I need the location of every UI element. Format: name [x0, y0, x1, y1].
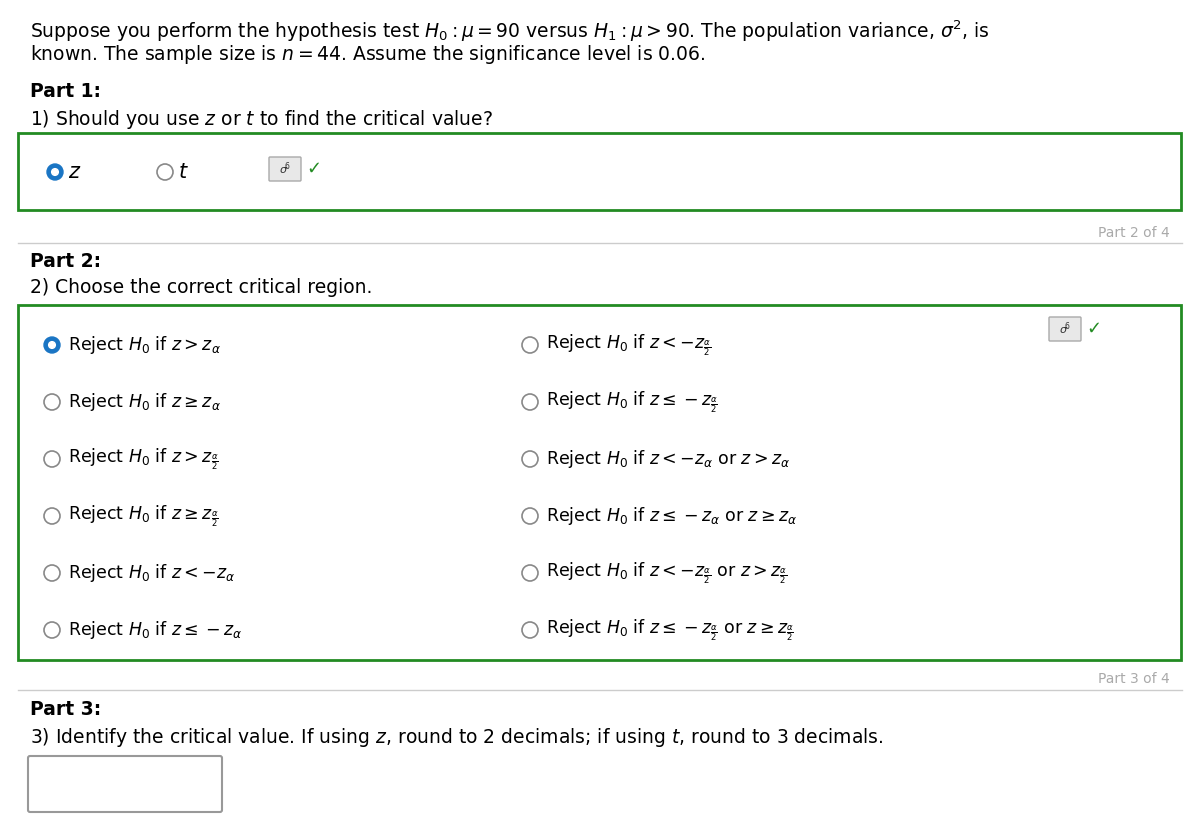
Text: $\sigma^{\!\!6}$: $\sigma^{\!\!6}$ [280, 160, 290, 177]
Text: Reject $H_0$ if $z < -z_\alpha$ or $z > z_\alpha$: Reject $H_0$ if $z < -z_\alpha$ or $z > … [546, 448, 791, 470]
Text: Reject $H_0$ if $z < -z_{\frac{\alpha}{2}}$: Reject $H_0$ if $z < -z_{\frac{\alpha}{2… [546, 332, 712, 358]
Text: Part 2:: Part 2: [30, 252, 101, 271]
Text: $t$: $t$ [178, 162, 188, 182]
Text: Reject $H_0$ if $z \leq -z_{\frac{\alpha}{2}}$: Reject $H_0$ if $z \leq -z_{\frac{\alpha… [546, 389, 718, 415]
Text: ✓: ✓ [306, 160, 322, 178]
FancyBboxPatch shape [1049, 317, 1081, 341]
Circle shape [44, 337, 60, 353]
FancyBboxPatch shape [28, 756, 222, 812]
Text: Reject $H_0$ if $z \leq -z_{\frac{\alpha}{2}}$ or $z \geq z_{\frac{\alpha}{2}}$: Reject $H_0$ if $z \leq -z_{\frac{\alpha… [546, 617, 794, 643]
Text: Part 2 of 4: Part 2 of 4 [1098, 226, 1170, 240]
Text: Suppose you perform the hypothesis test $H_0: \mu = 90$ versus $H_1: \mu > 90$. : Suppose you perform the hypothesis test … [30, 18, 990, 43]
Text: Reject $H_0$ if $z > z_\alpha$: Reject $H_0$ if $z > z_\alpha$ [68, 334, 221, 356]
Text: Reject $H_0$ if $z \geq z_\alpha$: Reject $H_0$ if $z \geq z_\alpha$ [68, 391, 221, 413]
Text: Reject $H_0$ if $z \geq z_{\frac{\alpha}{2}}$: Reject $H_0$ if $z \geq z_{\frac{\alpha}… [68, 503, 218, 529]
Text: known. The sample size is $n = 44$. Assume the significance level is $0.06$.: known. The sample size is $n = 44$. Assu… [30, 43, 706, 66]
FancyBboxPatch shape [269, 157, 301, 181]
Circle shape [47, 164, 64, 180]
Text: Reject $H_0$ if $z \leq -z_\alpha$ or $z \geq z_\alpha$: Reject $H_0$ if $z \leq -z_\alpha$ or $z… [546, 505, 797, 527]
Text: 3) Identify the critical value. If using $z$, round to 2 decimals; if using $t$,: 3) Identify the critical value. If using… [30, 726, 883, 749]
FancyBboxPatch shape [18, 305, 1181, 660]
Text: Part 1:: Part 1: [30, 82, 101, 101]
Text: 2) Choose the correct critical region.: 2) Choose the correct critical region. [30, 278, 372, 297]
Text: ✓: ✓ [1086, 320, 1102, 338]
Text: Reject $H_0$ if $z < -z_\alpha$: Reject $H_0$ if $z < -z_\alpha$ [68, 562, 235, 584]
Text: 1) Should you use $z$ or $t$ to find the critical value?: 1) Should you use $z$ or $t$ to find the… [30, 108, 493, 131]
Text: Part 3:: Part 3: [30, 700, 101, 719]
Text: $\sigma^{\!\!6}$: $\sigma^{\!\!6}$ [1060, 321, 1070, 337]
Text: $z$: $z$ [68, 162, 82, 182]
Text: Reject $H_0$ if $z > z_{\frac{\alpha}{2}}$: Reject $H_0$ if $z > z_{\frac{\alpha}{2}… [68, 446, 218, 472]
Circle shape [49, 342, 55, 348]
FancyBboxPatch shape [18, 133, 1181, 210]
Circle shape [52, 169, 59, 175]
Text: Reject $H_0$ if $z \leq -z_\alpha$: Reject $H_0$ if $z \leq -z_\alpha$ [68, 619, 242, 641]
Text: Reject $H_0$ if $z < -z_{\frac{\alpha}{2}}$ or $z > z_{\frac{\alpha}{2}}$: Reject $H_0$ if $z < -z_{\frac{\alpha}{2… [546, 560, 787, 586]
Text: Part 3 of 4: Part 3 of 4 [1098, 672, 1170, 686]
